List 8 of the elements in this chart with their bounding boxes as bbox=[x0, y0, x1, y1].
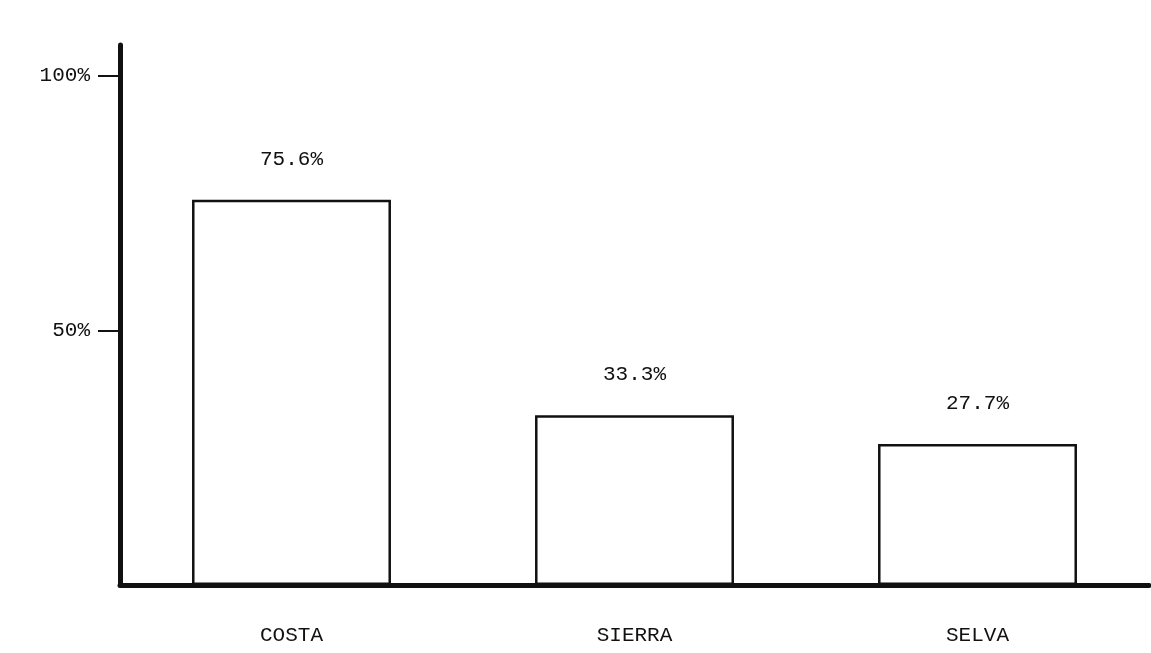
y-tick-label: 100% bbox=[39, 64, 91, 88]
x-tick-label: SIERRA bbox=[596, 624, 673, 647]
data-label: 27.7% bbox=[945, 391, 1010, 415]
x-tick-label: COSTA bbox=[259, 624, 324, 647]
y-tick-label: 50% bbox=[52, 318, 91, 342]
data-label: 33.3% bbox=[602, 363, 667, 387]
data-label: 75.6% bbox=[259, 147, 324, 171]
x-tick-label: SELVA bbox=[945, 624, 1010, 647]
